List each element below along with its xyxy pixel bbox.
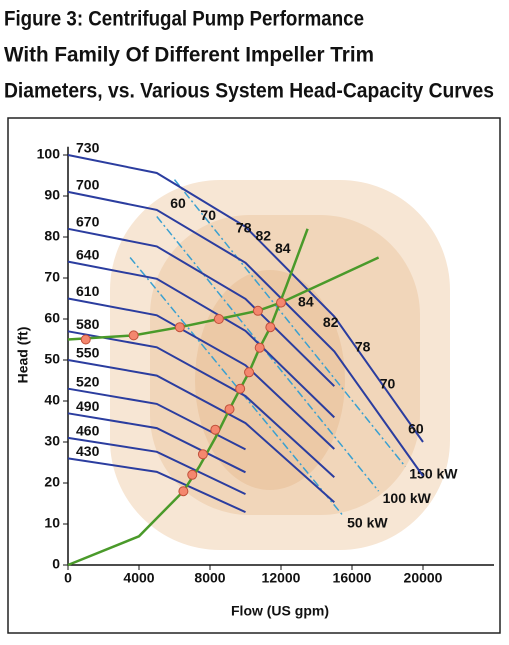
impeller-label: 610 [76, 283, 100, 299]
efficiency-label: 78 [236, 220, 252, 236]
efficiency-label: 60 [170, 195, 186, 211]
operating-point [128, 330, 139, 341]
y-tick-label: 60 [44, 310, 60, 326]
operating-point [265, 322, 276, 333]
operating-point [187, 469, 198, 480]
pump-curve [67, 260, 335, 419]
impeller-label: 700 [76, 177, 100, 193]
pump-curve [67, 330, 335, 479]
y-tick-label: 90 [44, 187, 60, 203]
pump-curve [67, 227, 336, 387]
operating-point [197, 449, 208, 460]
system-curve [67, 228, 309, 567]
pump-curve [67, 436, 246, 496]
y-axis-label: Head (ft) [15, 327, 31, 384]
pump-curve [67, 359, 335, 504]
impeller-label: 520 [76, 373, 100, 389]
y-tick-label: 40 [44, 392, 60, 408]
x-tick-label: 4000 [123, 570, 154, 586]
impeller-label: 670 [76, 214, 100, 230]
power-label: 150 kW [409, 465, 458, 481]
operating-point [178, 486, 189, 497]
x-tick-label: 12000 [262, 570, 301, 586]
operating-point [276, 297, 286, 308]
impeller-label: 490 [76, 398, 100, 414]
efficiency-label: 70 [200, 207, 216, 223]
operating-point [210, 424, 221, 435]
impeller-label: 550 [76, 345, 100, 361]
title-line: Figure 3: Centrifugal Pump Performance [4, 8, 364, 31]
operating-point [244, 367, 255, 378]
efficiency-label: 82 [255, 228, 271, 244]
efficiency-label: 84 [275, 240, 291, 256]
operating-point [80, 334, 91, 345]
operating-point [254, 342, 265, 353]
y-tick-label: 0 [52, 556, 60, 572]
pump-curve [67, 412, 246, 474]
impeller-label: 430 [76, 443, 100, 459]
y-tick-label: 10 [44, 515, 60, 531]
efficiency-label: 82 [323, 314, 339, 330]
efficiency-label: 70 [380, 375, 396, 391]
system-curve [67, 256, 380, 341]
impeller-label: 640 [76, 246, 100, 262]
x-tick-label: 16000 [333, 570, 372, 586]
y-tick-label: 20 [44, 474, 60, 490]
x-axis-label: Flow (US gpm) [231, 603, 329, 619]
pump-curve [67, 457, 246, 514]
pump-curve [67, 297, 335, 450]
pump-curve [67, 190, 424, 477]
efficiency-label: 60 [408, 420, 424, 436]
power-label: 50 kW [347, 515, 388, 531]
y-tick-label: 80 [44, 228, 60, 244]
impeller-label: 730 [76, 140, 100, 156]
impeller-label: 460 [76, 423, 100, 439]
title-line: Diameters, vs. Various System Head-Capac… [4, 80, 494, 103]
operating-point [235, 383, 246, 394]
efficiency-label: 84 [298, 293, 314, 309]
title-line: With Family Of Different Impeller Trim [4, 44, 374, 67]
operating-point [224, 404, 235, 415]
power-line [173, 179, 406, 468]
x-tick-label: 0 [64, 570, 72, 586]
power-label: 100 kW [383, 490, 432, 506]
x-tick-label: 8000 [194, 570, 225, 586]
efficiency-label: 78 [355, 338, 371, 354]
y-tick-label: 100 [37, 146, 61, 162]
pump-curve [67, 154, 424, 443]
impeller-label: 580 [76, 316, 100, 332]
y-tick-label: 30 [44, 433, 60, 449]
operating-point [252, 305, 263, 316]
x-tick-label: 20000 [404, 570, 443, 586]
operating-point [213, 314, 224, 324]
operating-point [174, 322, 185, 333]
y-tick-label: 50 [44, 351, 60, 367]
y-tick-label: 70 [44, 269, 60, 285]
